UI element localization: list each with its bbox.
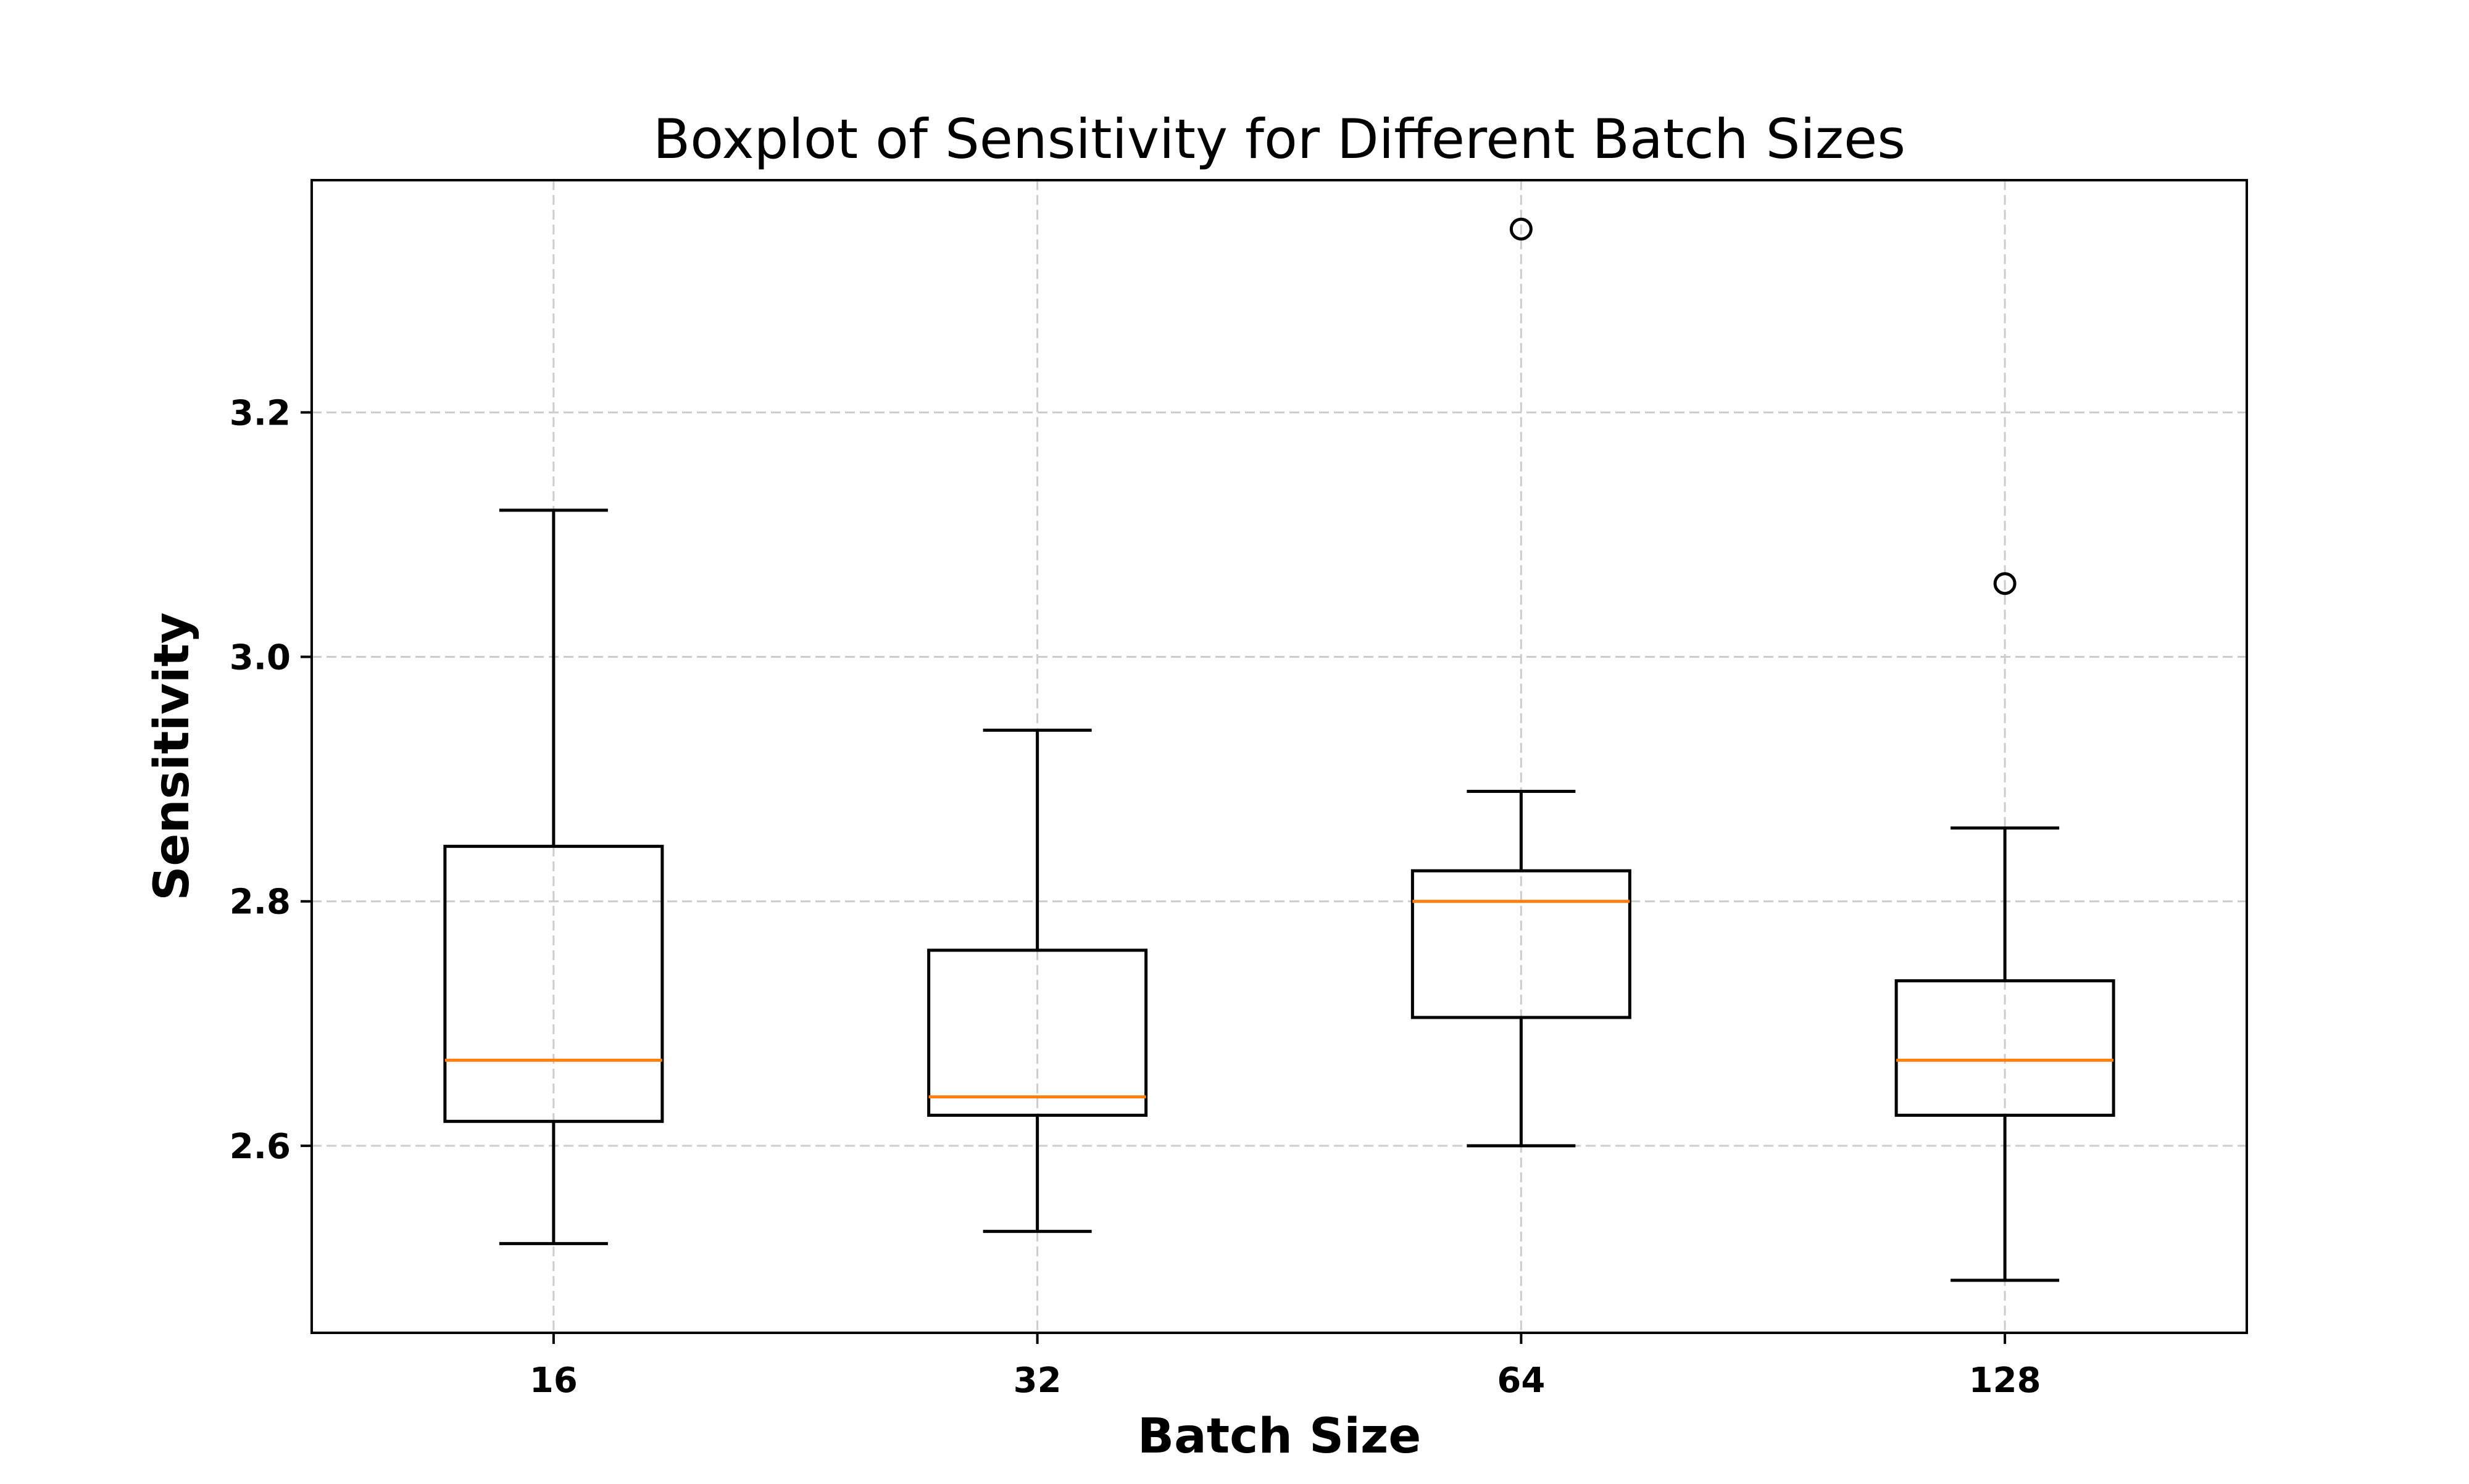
outlier-point bbox=[1509, 217, 1533, 241]
x-tick-label: 16 bbox=[530, 1361, 578, 1401]
y-tick-label: 2.6 bbox=[230, 1127, 291, 1167]
iqr-box bbox=[1410, 869, 1631, 1019]
y-tick-label: 3.2 bbox=[230, 393, 291, 433]
plot-frame bbox=[310, 179, 2248, 1334]
iqr-box bbox=[1894, 979, 2115, 1117]
y-axis-label: Sensitivity bbox=[144, 612, 200, 901]
box-group-16 bbox=[443, 508, 664, 1245]
box-group-128 bbox=[1894, 572, 2115, 1282]
x-axis-label: Batch Size bbox=[1138, 1409, 1422, 1464]
box-layer bbox=[443, 217, 2115, 1282]
x-tick-label: 128 bbox=[1969, 1361, 2041, 1401]
x-tick-label: 32 bbox=[1014, 1361, 1062, 1401]
x-tick-label: 64 bbox=[1497, 1361, 1545, 1401]
box-group-32 bbox=[927, 728, 1148, 1233]
box-group-64 bbox=[1410, 217, 1631, 1148]
outlier-point bbox=[1993, 572, 2017, 595]
y-tick-label: 3.0 bbox=[230, 638, 291, 678]
chart-title: Boxplot of Sensitivity for Different Bat… bbox=[653, 107, 1905, 171]
iqr-box bbox=[443, 845, 664, 1123]
tick-layer: 2.6 2.8 3.0 3.2 16 32 64 128 bbox=[230, 393, 2041, 1401]
iqr-box bbox=[927, 948, 1148, 1117]
y-tick-label: 2.8 bbox=[230, 882, 291, 922]
grid-layer bbox=[312, 180, 2247, 1333]
